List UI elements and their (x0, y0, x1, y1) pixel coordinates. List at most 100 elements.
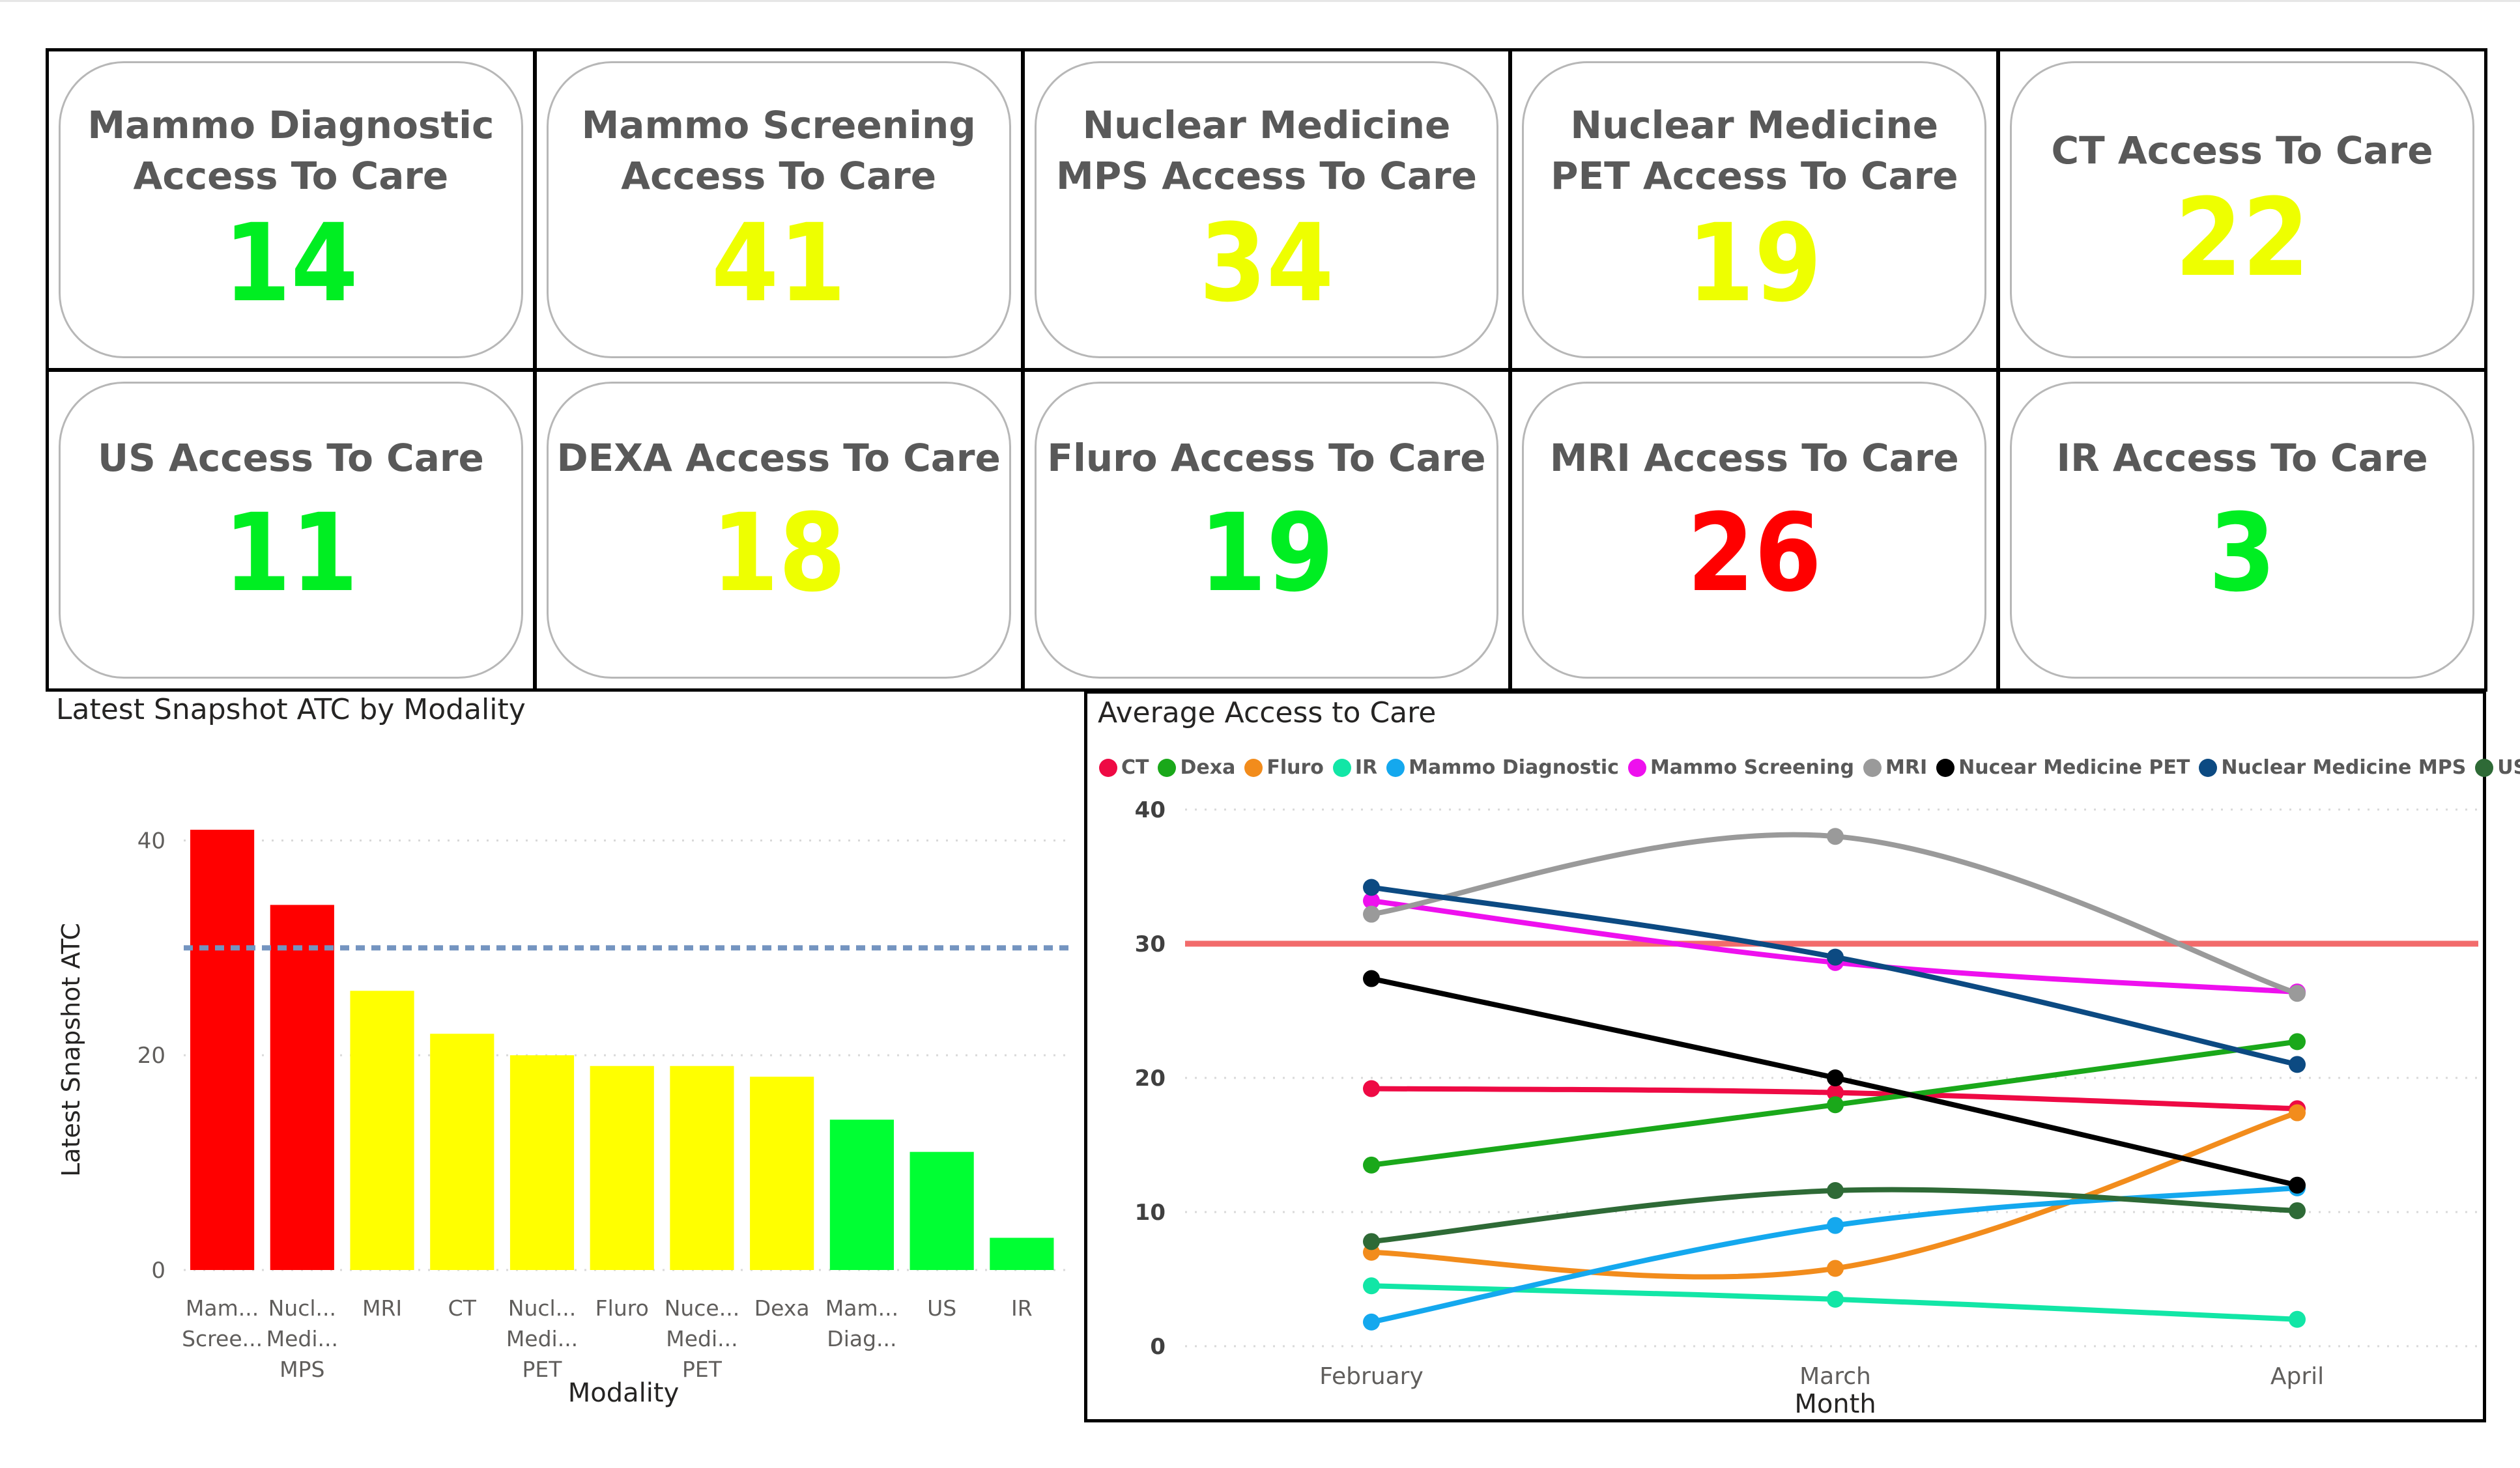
line-y-tick-label: 40 (1135, 797, 1166, 823)
bar[interactable] (350, 991, 414, 1270)
line-x-tick-label: March (1799, 1363, 1871, 1390)
series-point[interactable] (1827, 828, 1844, 845)
series-point[interactable] (2289, 1310, 2306, 1328)
legend-dot (1386, 758, 1405, 777)
kpi-card[interactable]: MRI Access To Care 26 (1522, 382, 1987, 679)
kpi-card[interactable]: Fluro Access To Care 19 (1034, 382, 1499, 679)
bar-x-tick-line: Mam... (186, 1295, 259, 1321)
series-point[interactable] (2289, 1176, 2306, 1194)
legend-item[interactable]: Nucear Medicine PET (1936, 756, 2190, 779)
series-point[interactable] (1827, 1290, 1844, 1308)
kpi-cell-mammo-diagnostic: Mammo Diagnostic Access To Care 14 (46, 48, 536, 371)
bar[interactable] (750, 1077, 814, 1270)
kpi-title: IR Access To Care (2056, 436, 2428, 480)
bar-x-tick-line: Fluro (595, 1295, 649, 1321)
kpi-value: 18 (711, 490, 846, 615)
series-point[interactable] (1363, 970, 1380, 987)
line-x-axis-label: Month (1794, 1389, 1876, 1419)
legend-item[interactable]: Nuclear Medicine MPS (2199, 756, 2466, 779)
series-point[interactable] (2289, 1033, 2306, 1051)
bar-y-tick-label: 0 (151, 1258, 165, 1284)
kpi-title: Mammo Screening Access To Care (581, 102, 976, 198)
line-x-tick-label: April (2270, 1363, 2324, 1390)
series-point[interactable] (2289, 1056, 2306, 1073)
kpi-cell-ir: IR Access To Care 3 (1997, 369, 2487, 692)
kpi-cell-us: US Access To Care 11 (46, 369, 536, 692)
series-point[interactable] (1827, 1096, 1844, 1114)
bar[interactable] (829, 1120, 894, 1270)
legend-dot (1244, 758, 1263, 777)
series-point[interactable] (1827, 1260, 1844, 1277)
legend-item[interactable]: Mammo Diagnostic (1386, 756, 1619, 779)
kpi-card[interactable]: DEXA Access To Care 18 (546, 382, 1011, 679)
kpi-title: CT Access To Care (2051, 128, 2433, 173)
series-point[interactable] (2289, 1104, 2306, 1122)
bar-x-tick-line: Nucl... (508, 1295, 576, 1321)
legend-item[interactable]: IR (1332, 756, 1377, 779)
line-chart-panel[interactable]: Average Access to Care CT Dexa Fluro IR Mamm… (1084, 690, 2520, 1422)
kpi-card[interactable]: Nuclear Medicine MPS Access To Care 34 (1034, 61, 1499, 358)
series-point[interactable] (2289, 1202, 2306, 1219)
bar[interactable] (190, 830, 255, 1270)
legend-item[interactable]: MRI (1863, 756, 1927, 779)
bar-x-tick-line: MRI (362, 1295, 402, 1321)
bar[interactable] (990, 1237, 1054, 1270)
series-point[interactable] (1363, 1277, 1380, 1295)
line-chart-legend: CT Dexa Fluro IR Mammo Diagnostic Mammo Scree… (1099, 756, 2520, 779)
series-point[interactable] (2289, 985, 2306, 1002)
kpi-cell-mammo-screening: Mammo Screening Access To Care 41 (533, 48, 1024, 371)
line-y-tick-label: 10 (1135, 1200, 1166, 1226)
series-point[interactable] (1827, 1069, 1844, 1086)
bar-y-tick-label: 40 (137, 828, 165, 854)
kpi-cell-nm-mps: Nuclear Medicine MPS Access To Care 34 (1021, 48, 1512, 371)
bar-x-tick-line: Medi... (266, 1326, 338, 1351)
bar-x-tick-label: MRI (362, 1295, 402, 1321)
kpi-value: 41 (711, 200, 846, 326)
kpi-card[interactable]: IR Access To Care 3 (2010, 382, 2474, 679)
bar-chart-panel[interactable]: Latest Snapshot ATC by Modality 0 20 40 Mam… (47, 693, 1089, 1461)
kpi-grid: Mammo Diagnostic Access To Care 14 Mammo… (46, 48, 2487, 692)
legend-item[interactable]: US (2475, 756, 2520, 779)
legend-item[interactable]: Dexa (1158, 756, 1235, 779)
kpi-card[interactable]: Mammo Screening Access To Care 41 (546, 61, 1011, 358)
series-point[interactable] (1363, 1233, 1380, 1250)
kpi-card[interactable]: Nuclear Medicine PET Access To Care 19 (1522, 61, 1987, 358)
bar-x-tick-line: Nuce... (665, 1295, 740, 1321)
bar[interactable] (270, 905, 334, 1270)
kpi-card[interactable]: Mammo Diagnostic Access To Care 14 (59, 61, 523, 358)
bar-x-tick-label: Dexa (754, 1295, 810, 1321)
legend-item[interactable]: Mammo Screening (1627, 756, 1854, 779)
kpi-cell-mri: MRI Access To Care 26 (1509, 369, 2000, 692)
series-line[interactable] (1371, 884, 2298, 1067)
series-point[interactable] (1363, 1313, 1380, 1331)
series-point[interactable] (1827, 1182, 1844, 1200)
series-point[interactable] (1363, 1156, 1380, 1174)
series-point[interactable] (1363, 905, 1380, 923)
legend-dot (1863, 758, 1882, 777)
series-point[interactable] (1363, 892, 1380, 910)
bar[interactable] (509, 1055, 575, 1270)
bar[interactable] (430, 1034, 494, 1270)
bar[interactable] (909, 1151, 974, 1270)
line-chart-title: Average Access to Care (1098, 696, 1437, 729)
series-point[interactable] (1827, 1217, 1844, 1234)
bar-y-tick-label: 20 (137, 1043, 165, 1069)
legend-label: Mammo Screening (1650, 756, 1854, 779)
bar-x-tick-label: Mam... Diag... (825, 1295, 898, 1351)
bar-x-tick-label: Nucl... Medi... PET (506, 1295, 578, 1382)
kpi-card[interactable]: CT Access To Care 22 (2010, 61, 2474, 358)
bar[interactable] (670, 1066, 734, 1270)
series-point[interactable] (1827, 948, 1844, 966)
legend-item[interactable]: CT (1099, 756, 1149, 779)
kpi-card[interactable]: US Access To Care 11 (59, 382, 523, 679)
bar-x-tick-line: PET (682, 1357, 723, 1382)
series-point[interactable] (1827, 1084, 1844, 1101)
kpi-cell-nm-pet: Nuclear Medicine PET Access To Care 19 (1509, 48, 2000, 371)
series-point[interactable] (1363, 1080, 1380, 1097)
series-point[interactable] (1363, 879, 1380, 896)
top-divider (0, 0, 2520, 2)
bar[interactable] (590, 1066, 654, 1270)
legend-item[interactable]: Fluro (1244, 756, 1324, 779)
legend-dot (1627, 758, 1646, 777)
